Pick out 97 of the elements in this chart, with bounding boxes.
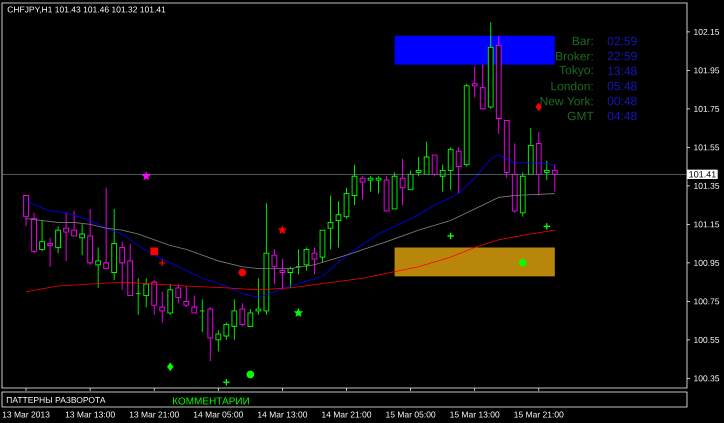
- candlestick: [328, 195, 334, 250]
- candlestick: [336, 200, 342, 248]
- y-tick-label: 100.95: [694, 260, 720, 266]
- y-tick-label: 101.35: [694, 182, 720, 189]
- y-tick-label: 101.95: [694, 67, 720, 74]
- candlestick: [47, 237, 53, 268]
- candlestick: [344, 187, 350, 220]
- y-tick-label: 100.75: [694, 298, 720, 304]
- candlestick: [183, 286, 190, 308]
- candlestick: [304, 247, 310, 272]
- candlestick: [79, 224, 85, 256]
- annotation: 22:59: [608, 52, 637, 60]
- candlestick: [352, 164, 358, 206]
- y-tick-label: 101.15: [694, 221, 720, 228]
- candlestick: [368, 176, 374, 192]
- annotation: 02:59: [608, 36, 637, 46]
- candlestick: [159, 291, 166, 323]
- candlestick: [119, 241, 126, 290]
- y-tick-label: 102.15: [694, 28, 720, 35]
- candlestick: [103, 187, 110, 270]
- candlestick: [191, 295, 198, 314]
- candlestick: [71, 210, 77, 236]
- x-tick-label: 14 Mar 13:00: [258, 412, 308, 418]
- candlestick: [312, 247, 318, 275]
- x-tick-label: 14 Mar 21:00: [322, 412, 372, 418]
- annotation: Broker:: [556, 52, 593, 60]
- x-tick-label: 13 Mar 2013: [2, 412, 50, 418]
- annotation: 05:48: [608, 82, 637, 90]
- point: [278, 226, 286, 234]
- candlestick: [167, 284, 174, 316]
- candlestick: [472, 66, 478, 98]
- y-tick-label: 100.35: [694, 375, 720, 382]
- annotation: Tokyo:: [559, 65, 593, 77]
- candlestick: [39, 220, 45, 252]
- candlestick: [199, 298, 206, 333]
- annotation: London:: [551, 82, 593, 90]
- candlestick: [63, 212, 69, 262]
- candlestick: [223, 322, 230, 340]
- annotation: GMT: [568, 112, 594, 120]
- candlestick: [231, 298, 238, 340]
- candlestick: [23, 195, 29, 227]
- point: [238, 268, 246, 276]
- point: [542, 222, 551, 230]
- annotation: 00:48: [608, 96, 637, 106]
- y-tick-label: 101.75: [694, 106, 720, 112]
- candlestick: [95, 247, 101, 288]
- candlestick: [456, 146, 462, 194]
- candlestick: [544, 160, 550, 181]
- candlestick: [288, 266, 294, 288]
- chart-title: CHFJPY,H1 101.43 101.46 101.32 101.41: [8, 6, 166, 14]
- candlestick: [272, 248, 278, 284]
- x-tick-label: 15 Mar 05:00: [386, 412, 436, 418]
- x-tick-label: 15 Mar 13:00: [450, 412, 500, 418]
- point: [142, 172, 150, 180]
- candlestick: [424, 141, 430, 175]
- text: ПАТТЕРНЫ РАЗВОРОТА: [6, 396, 106, 403]
- x-tick-label: 13 Mar 13:00: [66, 412, 115, 418]
- candlestick: [552, 164, 558, 192]
- candlestick: [256, 278, 262, 316]
- y-tick-label: 100.55: [694, 336, 720, 343]
- point: [222, 378, 230, 386]
- candlestick: [280, 258, 286, 290]
- candlestick: [215, 330, 222, 352]
- candlestick: [248, 308, 254, 327]
- x-tick-label: 13 Mar 21:00: [130, 412, 179, 418]
- point: [150, 247, 158, 256]
- candlestick: [480, 64, 486, 110]
- candlestick: [143, 278, 150, 308]
- candlestick: [448, 146, 454, 190]
- point: [518, 259, 527, 267]
- text: КОММЕНТАРИИ: [173, 397, 249, 405]
- candlestick: [240, 302, 246, 327]
- point: [246, 370, 254, 378]
- candlestick: [400, 158, 406, 206]
- ref-line-label: 101.41: [689, 171, 716, 178]
- point: [158, 259, 166, 267]
- point: [167, 362, 174, 371]
- candlestick: [55, 226, 61, 254]
- point: [294, 309, 302, 316]
- point: [446, 232, 454, 240]
- annotation: 04:48: [608, 112, 637, 120]
- x-tick-label: 15 Mar 21:00: [514, 412, 564, 418]
- x-tick-label: 14 Mar 05:00: [194, 412, 244, 418]
- candlestick: [416, 156, 422, 177]
- annotation: Bar:: [572, 36, 593, 46]
- candlestick: [432, 154, 438, 177]
- candlestick: [135, 278, 142, 316]
- candlestick: [151, 280, 158, 316]
- candlestick: [360, 176, 366, 200]
- candlestick: [376, 176, 382, 194]
- point: [536, 103, 542, 111]
- candlestick: [175, 284, 182, 304]
- y-tick-label: 101.55: [694, 144, 720, 150]
- candlestick: [408, 170, 414, 190]
- annotation: 13:48: [608, 66, 637, 76]
- annotation: New York:: [540, 96, 593, 106]
- candlestick: [296, 248, 302, 275]
